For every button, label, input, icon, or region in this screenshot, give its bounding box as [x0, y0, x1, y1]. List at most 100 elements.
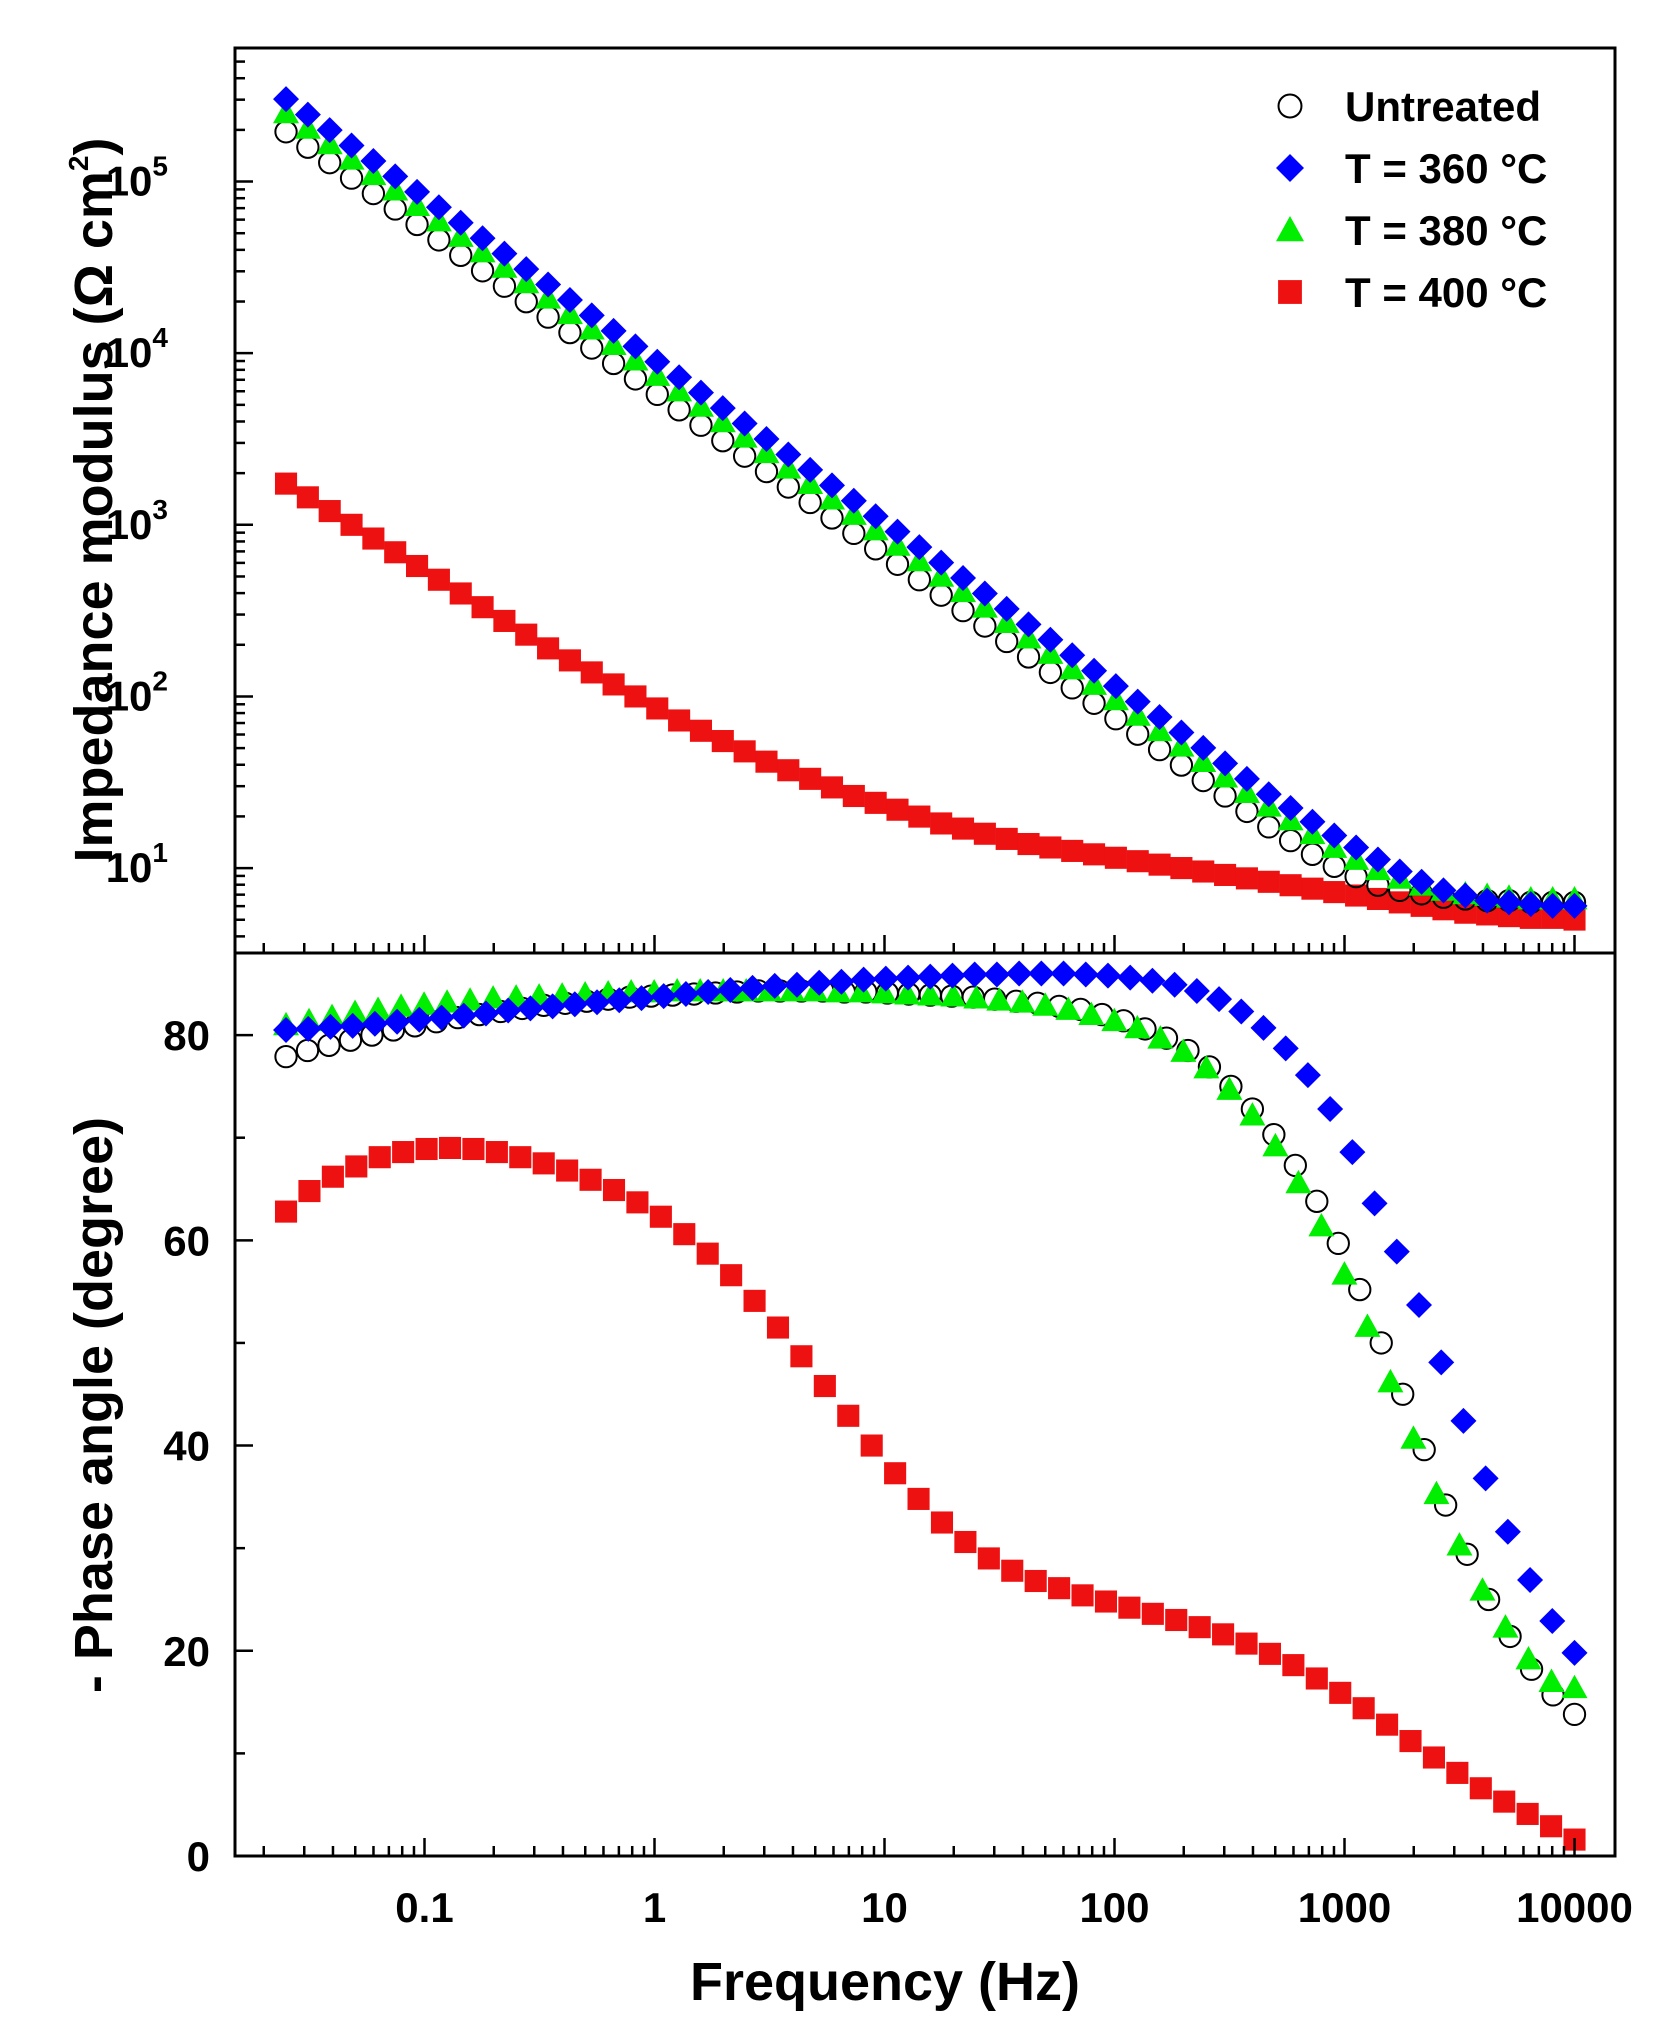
impedance-point-diamond [1386, 858, 1413, 885]
phase-point-square [860, 1434, 883, 1457]
phase-point-square [1165, 1608, 1188, 1632]
phase-point-square [813, 1374, 836, 1398]
phase-y-tick-label: 0 [187, 1833, 210, 1880]
impedance-point-open-circle [623, 367, 648, 391]
impedance-point-open-circle [601, 351, 626, 376]
phase-point-diamond [1539, 1608, 1566, 1635]
impedance-y-tick-label: 102 [106, 665, 168, 719]
impedance-point-open-circle [1235, 799, 1259, 824]
legend-label: T = 380 °C [1345, 207, 1547, 254]
impedance-point-open-circle [820, 506, 844, 530]
impedance-point-diamond [360, 147, 387, 174]
phase-point-triangle [1124, 1014, 1151, 1039]
phase-point-open-circle [1348, 1277, 1372, 1302]
phase-point-triangle [1078, 1001, 1105, 1025]
impedance-point-square [318, 500, 341, 523]
impedance-point-square [886, 798, 909, 821]
phase-point-square [1118, 1596, 1141, 1619]
impedance-point-open-circle [842, 521, 866, 546]
phase-point-diamond [1072, 961, 1099, 988]
impedance-point-square [296, 486, 319, 509]
impedance-point-square [668, 709, 691, 732]
phase-point-square [1048, 1577, 1071, 1600]
impedance-point-diamond [622, 333, 649, 360]
impedance-point-diamond [1190, 734, 1217, 761]
impedance-point-diamond [273, 86, 300, 113]
phase-point-triangle [1262, 1132, 1289, 1157]
phase-point-diamond [1361, 1190, 1388, 1217]
phase-point-square [415, 1137, 438, 1161]
impedance-point-square [951, 817, 975, 840]
phase-point-open-circle [1283, 1153, 1307, 1178]
phase-point-square [1540, 1815, 1563, 1838]
phase-point-diamond [628, 985, 655, 1012]
phase-point-triangle [1469, 1577, 1496, 1601]
phase-point-diamond [428, 1004, 455, 1031]
impedance-point-diamond [840, 487, 867, 514]
impedance-point-diamond [1037, 626, 1064, 653]
impedance-panel: 101 102 103 104 105 Impedance modulus (Ω cm2… [63, 46, 1617, 955]
legend: Untreated T = 360 °C T = 380 °C T = 400 °C [1276, 83, 1547, 316]
phase-point-square [1352, 1697, 1375, 1720]
phase-y-tick-label: 20 [163, 1628, 210, 1675]
impedance-point-square [799, 767, 822, 790]
phase-point-triangle [1239, 1102, 1266, 1126]
impedance-point-square [1432, 898, 1455, 921]
phase-point-diamond [939, 962, 966, 989]
impedance-point-square [427, 568, 450, 591]
impedance-y-tick-label: 104 [106, 322, 169, 376]
impedance-point-square [1323, 881, 1346, 904]
impedance-point-square [820, 776, 844, 799]
impedance-y-tick-label: 101 [106, 837, 168, 891]
impedance-point-square [624, 685, 647, 708]
impedance-point-open-circle [885, 552, 910, 576]
impedance-point-diamond [1474, 887, 1501, 914]
phase-point-open-circle [274, 1044, 298, 1069]
impedance-point-diamond [556, 286, 583, 313]
impedance-point-square [711, 730, 734, 753]
impedance-point-diamond [425, 194, 452, 221]
impedance-point-square [646, 697, 669, 720]
phase-point-square [1329, 1681, 1352, 1704]
phase-point-triangle [1446, 1532, 1473, 1556]
phase-point-square [532, 1152, 555, 1175]
phase-point-diamond [650, 983, 677, 1010]
impedance-point-diamond [1124, 688, 1151, 715]
impedance-point-diamond [491, 240, 518, 267]
impedance-point-diamond [447, 209, 474, 236]
impedance-point-open-circle [929, 583, 953, 607]
impedance-point-diamond [1146, 704, 1173, 731]
phase-point-triangle [871, 980, 898, 1004]
phase-point-square [1071, 1584, 1094, 1607]
phase-point-open-circle [1369, 1331, 1393, 1355]
phase-point-square [1376, 1713, 1399, 1736]
impedance-point-diamond [644, 348, 671, 375]
phase-point-diamond [1405, 1291, 1432, 1318]
impedance-point-diamond [666, 364, 693, 391]
impedance-point-open-circle [1278, 828, 1303, 853]
impedance-point-diamond [775, 441, 802, 468]
phase-point-diamond [761, 972, 788, 999]
impedance-point-square [1235, 867, 1258, 890]
phase-point-diamond [983, 961, 1010, 988]
impedance-point-diamond [993, 595, 1020, 622]
phase-point-triangle [1193, 1054, 1220, 1079]
phase-point-diamond [1250, 1014, 1277, 1041]
phase-y-tick-label: 40 [163, 1423, 210, 1470]
phase-point-triangle [1216, 1076, 1243, 1100]
impedance-point-open-circle [536, 305, 560, 329]
phase-point-square [1422, 1746, 1445, 1769]
impedance-point-square [1388, 891, 1411, 914]
x-tick-label: 1000 [1298, 1884, 1391, 1931]
impedance-point-diamond [906, 534, 933, 561]
impedance-point-square [689, 719, 713, 742]
x-tick-label: 1 [643, 1884, 666, 1931]
legend-marker-square [1278, 280, 1302, 304]
phase-point-triangle [1538, 1668, 1565, 1692]
phase-point-square [1188, 1616, 1211, 1639]
impedance-point-square [1214, 863, 1237, 886]
impedance-point-open-circle [754, 459, 779, 484]
phase-point-triangle [986, 987, 1013, 1011]
impedance-point-square [1563, 908, 1586, 931]
